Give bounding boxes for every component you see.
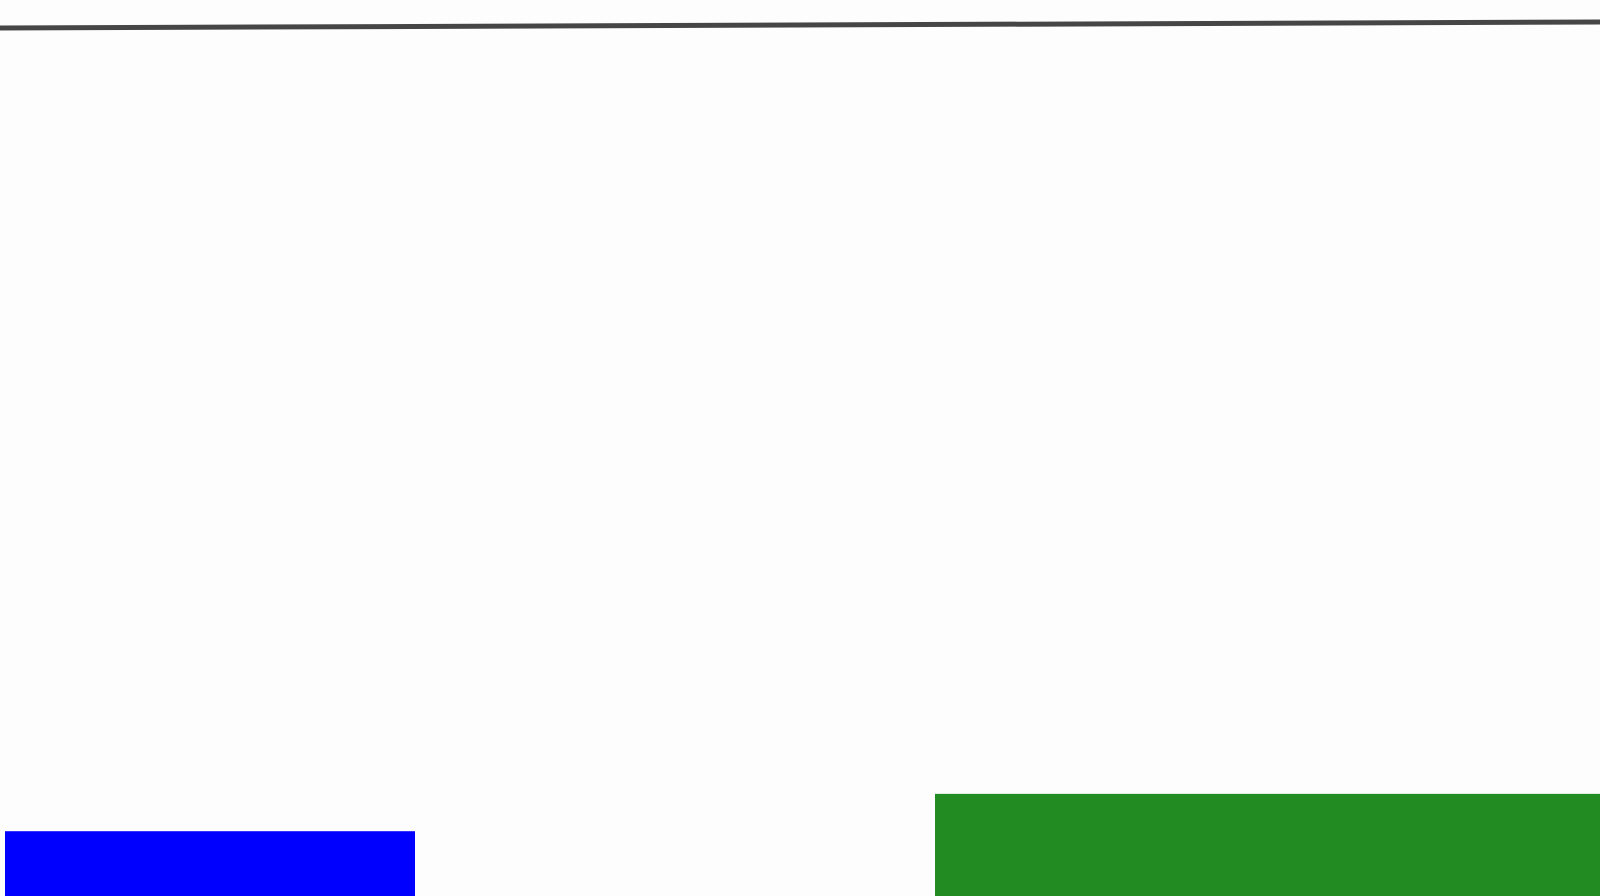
bar-2 [935,793,1600,896]
bar-1 [5,831,415,896]
plot-top-border [0,19,1600,31]
bars-layer [5,793,1600,896]
